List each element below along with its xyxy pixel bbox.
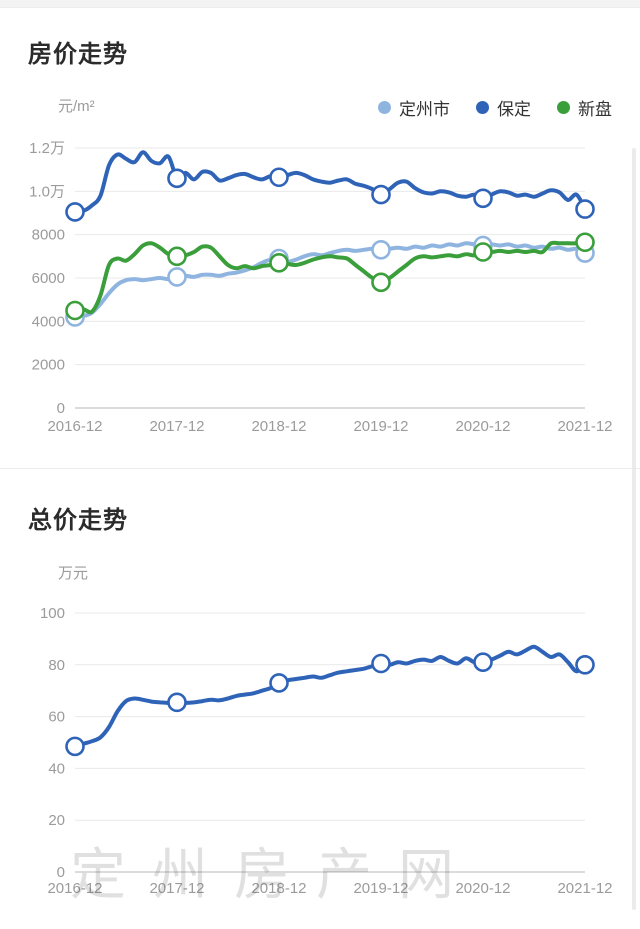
- legend-label-dingzhou: 定州市: [399, 100, 450, 119]
- series-line-新盘: [73, 240, 587, 315]
- y-tick-label: 2000: [32, 357, 65, 374]
- price-chart-unit-label: 元/m²: [58, 98, 95, 115]
- legend-dot-baoding: [476, 101, 489, 114]
- y-tick-label: 80: [48, 657, 65, 674]
- x-tick-label: 2019-12: [353, 880, 408, 897]
- x-tick-label: 2017-12: [149, 418, 204, 435]
- y-tick-label: 60: [48, 709, 65, 726]
- legend-item-dingzhou[interactable]: 定州市: [378, 95, 450, 120]
- y-tick-label: 6000: [32, 270, 65, 287]
- y-tick-label: 20: [48, 812, 65, 829]
- series-marker-新盘: [269, 253, 289, 273]
- x-tick-label: 2018-12: [251, 418, 306, 435]
- series-marker-保定: [371, 184, 391, 205]
- legend-item-xinpan[interactable]: 新盘: [557, 95, 612, 120]
- x-tick-label: 2020-12: [455, 418, 510, 435]
- total-price-chart[interactable]: 0 20 40 60 80 100 2016-12 2017-12 2018-12 2019-12…: [0, 585, 640, 920]
- legend-label-baoding: 保定: [497, 100, 531, 119]
- y-tick-label: 8000: [32, 227, 65, 244]
- series-marker-总价: [269, 673, 289, 693]
- y-tick-label: 100: [40, 605, 65, 622]
- legend-dot-xinpan: [557, 101, 570, 114]
- series-marker-总价: [473, 652, 493, 673]
- series-line-总价: [73, 644, 587, 749]
- series-marker-保定: [473, 188, 493, 209]
- x-tick-label: 2016-12: [47, 418, 102, 435]
- right-edge-strip: [632, 148, 636, 910]
- y-tick-label: 40: [48, 760, 65, 777]
- series-line-定州市: [73, 241, 587, 319]
- series-marker-新盘: [371, 272, 391, 293]
- series-marker-保定: [167, 168, 187, 189]
- total-price-title: 总价走势: [28, 507, 128, 534]
- series-marker-定州市: [371, 240, 391, 260]
- series-marker-新盘: [473, 242, 493, 262]
- legend-dot-dingzhou: [378, 101, 391, 114]
- series-marker-保定: [65, 202, 85, 222]
- legend-label-xinpan: 新盘: [578, 100, 612, 119]
- x-tick-label: 2018-12: [251, 880, 306, 897]
- price-trend-title: 房价走势: [28, 41, 128, 68]
- series-marker-保定: [269, 167, 289, 188]
- x-tick-label: 2016-12: [47, 880, 102, 897]
- legend-item-baoding[interactable]: 保定: [476, 95, 531, 120]
- total-chart-unit-label: 万元: [58, 565, 89, 582]
- x-tick-label: 2021-12: [557, 418, 612, 435]
- y-tick-label: 1.0万: [29, 183, 65, 200]
- series-marker-总价: [371, 653, 391, 674]
- series-line-保定: [73, 150, 587, 214]
- top-divider: [0, 0, 640, 8]
- series-marker-总价: [167, 692, 187, 713]
- series-marker-新盘: [65, 300, 85, 321]
- series-marker-定州市: [167, 267, 187, 287]
- y-tick-label: 0: [57, 864, 65, 881]
- series-marker-新盘: [575, 232, 595, 253]
- section-divider: [0, 468, 640, 469]
- x-tick-label: 2019-12: [353, 418, 408, 435]
- legend: 定州市 保定 新盘: [378, 95, 612, 120]
- x-tick-label: 2021-12: [557, 880, 612, 897]
- series-marker-总价: [65, 736, 85, 757]
- price-trend-chart[interactable]: 0 2000 4000 6000 8000 1.0万 1.2万 2016-12 2017-12 2…: [0, 130, 640, 445]
- x-tick-label: 2020-12: [455, 880, 510, 897]
- series-marker-新盘: [167, 246, 187, 267]
- series-marker-保定: [575, 199, 595, 219]
- y-tick-label: 1.2万: [29, 140, 65, 157]
- x-tick-label: 2017-12: [149, 880, 204, 897]
- series-marker-总价: [575, 655, 595, 675]
- y-tick-label: 0: [57, 400, 65, 417]
- y-tick-label: 4000: [32, 313, 65, 330]
